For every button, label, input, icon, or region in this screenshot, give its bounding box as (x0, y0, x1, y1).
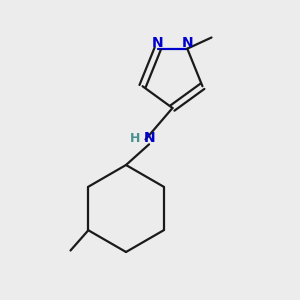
Text: N: N (152, 36, 164, 50)
Text: N: N (143, 131, 155, 145)
Text: H: H (130, 131, 140, 145)
Text: N: N (182, 36, 193, 50)
